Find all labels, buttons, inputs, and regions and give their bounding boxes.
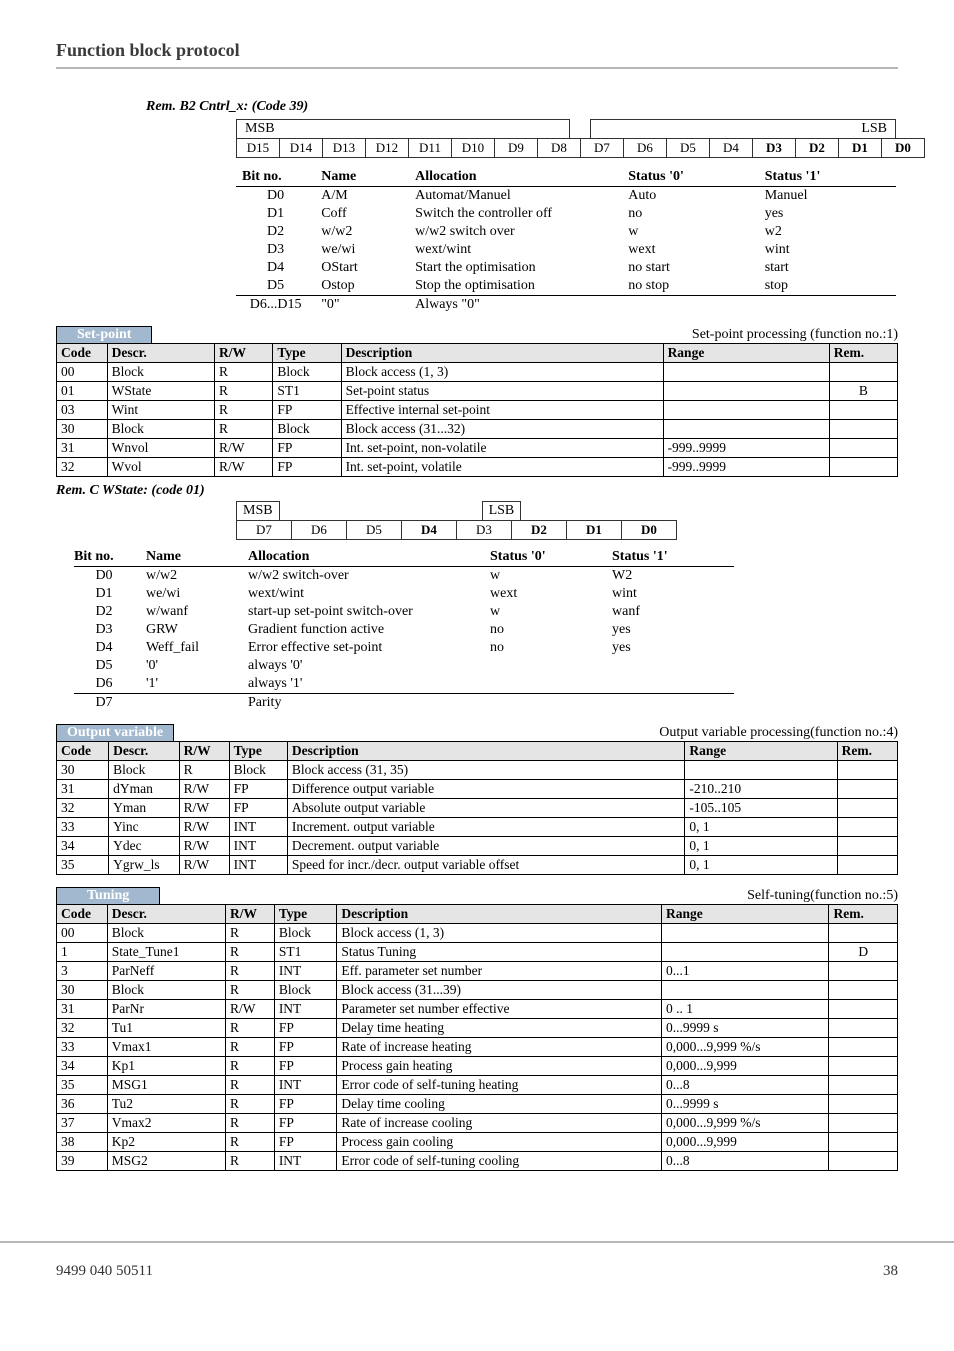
- page-header: Function block protocol: [56, 40, 898, 61]
- tuning-right: Self-tuning(function no.:5): [747, 888, 898, 904]
- tuning-table: CodeDescr.R/WTypeDescriptionRangeRem.00B…: [56, 904, 898, 1171]
- setpoint-table: CodeDescr.R/WTypeDescriptionRangeRem.00B…: [56, 343, 898, 477]
- footer-right: 38: [883, 1263, 898, 1280]
- remb2-title: Rem. B2 Cntrl_x: (Code 39): [146, 99, 898, 115]
- output-right: Output variable processing(function no.:…: [659, 725, 898, 741]
- page-footer: 9499 040 50511 38: [0, 1243, 954, 1280]
- remc-title: Rem. C WState: (code 01): [56, 483, 898, 499]
- setpoint-right: Set-point processing (function no.:1): [692, 327, 898, 343]
- tuning-bar: Tuning: [57, 887, 159, 904]
- remb2-bits-header: MSB LSB: [236, 119, 896, 138]
- footer-left: 9499 040 50511: [56, 1263, 153, 1280]
- remb2-bit-table: Bit no.NameAllocationStatus '0'Status '1…: [236, 168, 896, 314]
- setpoint-bar: Set-point: [57, 326, 151, 343]
- header-rule: [56, 67, 898, 69]
- remb2-bits: D15D14D13D12D11D10D9D8D7D6D5D4D3D2D1D0: [236, 138, 925, 158]
- output-bar: Output variable: [57, 724, 173, 741]
- remc-bits: D7D6D5D4D3D2D1D0: [236, 520, 677, 540]
- lsb-label: LSB: [591, 120, 896, 139]
- remc-bit-table: Bit no.NameAllocationStatus '0'Status '1…: [74, 548, 734, 712]
- msb-label: MSB: [237, 120, 570, 139]
- remc-msb: MSB: [237, 502, 280, 521]
- output-table: CodeDescr.R/WTypeDescriptionRangeRem.30B…: [56, 741, 898, 875]
- remc-lsb: LSB: [482, 502, 521, 521]
